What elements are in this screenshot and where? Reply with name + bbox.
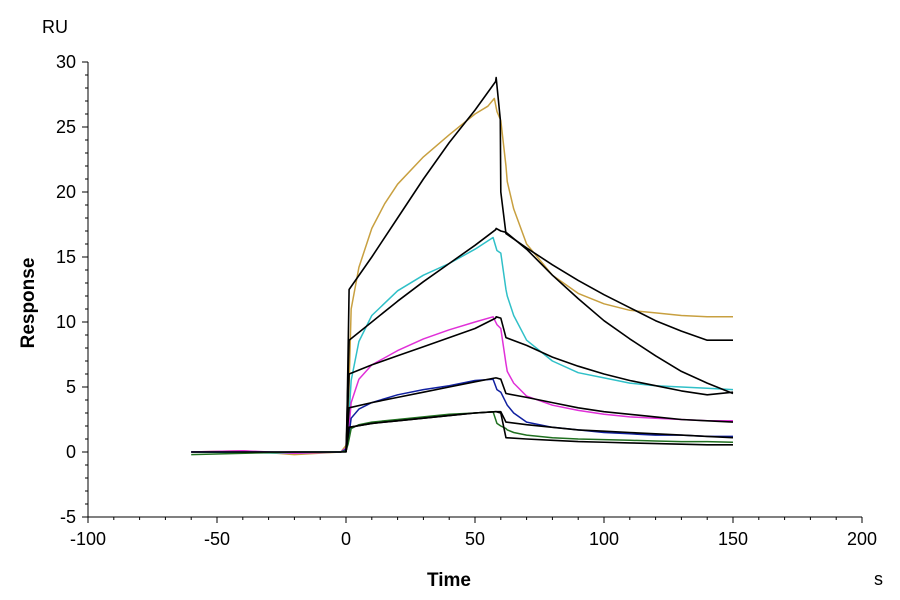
x-ticks: -100 -50 0 50 100 150 200 bbox=[70, 517, 877, 549]
y-axis-title: Response bbox=[18, 258, 39, 349]
y-tick-label: 10 bbox=[56, 312, 76, 332]
sensorgram-line-0 bbox=[191, 97, 733, 456]
sensorgram-line-1 bbox=[191, 236, 734, 455]
y-tick-label: 30 bbox=[56, 52, 76, 72]
x-tick-label: 150 bbox=[718, 529, 748, 549]
sensorgram-line-4 bbox=[191, 410, 734, 456]
fit-line-8 bbox=[345, 377, 734, 453]
fit-line-9 bbox=[345, 410, 734, 453]
y-tick-label: 0 bbox=[66, 442, 76, 462]
x-tick-label: 50 bbox=[465, 529, 485, 549]
y-tick-label: -5 bbox=[60, 507, 76, 527]
x-tick-label: -100 bbox=[70, 529, 106, 549]
y-unit-label: RU bbox=[42, 17, 68, 37]
x-unit-label: s bbox=[874, 569, 883, 589]
fit-line-10 bbox=[345, 410, 733, 453]
x-tick-label: -50 bbox=[204, 529, 230, 549]
fit-line-6 bbox=[345, 227, 734, 453]
plot-area bbox=[191, 76, 734, 456]
x-tick-label: 200 bbox=[847, 529, 877, 549]
y-tick-label: 20 bbox=[56, 182, 76, 202]
y-tick-label: 15 bbox=[56, 247, 76, 267]
x-tick-label: 0 bbox=[341, 529, 351, 549]
y-ticks: -5 0 5 10 15 20 25 30 bbox=[56, 52, 88, 527]
fit-line-5 bbox=[191, 76, 733, 453]
x-axis-title: Time bbox=[427, 570, 471, 591]
x-tick-label: 100 bbox=[589, 529, 619, 549]
series-layer bbox=[191, 76, 734, 456]
fit-line-7 bbox=[345, 316, 734, 453]
y-tick-label: 5 bbox=[66, 377, 76, 397]
y-tick-label: 25 bbox=[56, 117, 76, 137]
sensorgram-line-3 bbox=[191, 378, 733, 453]
